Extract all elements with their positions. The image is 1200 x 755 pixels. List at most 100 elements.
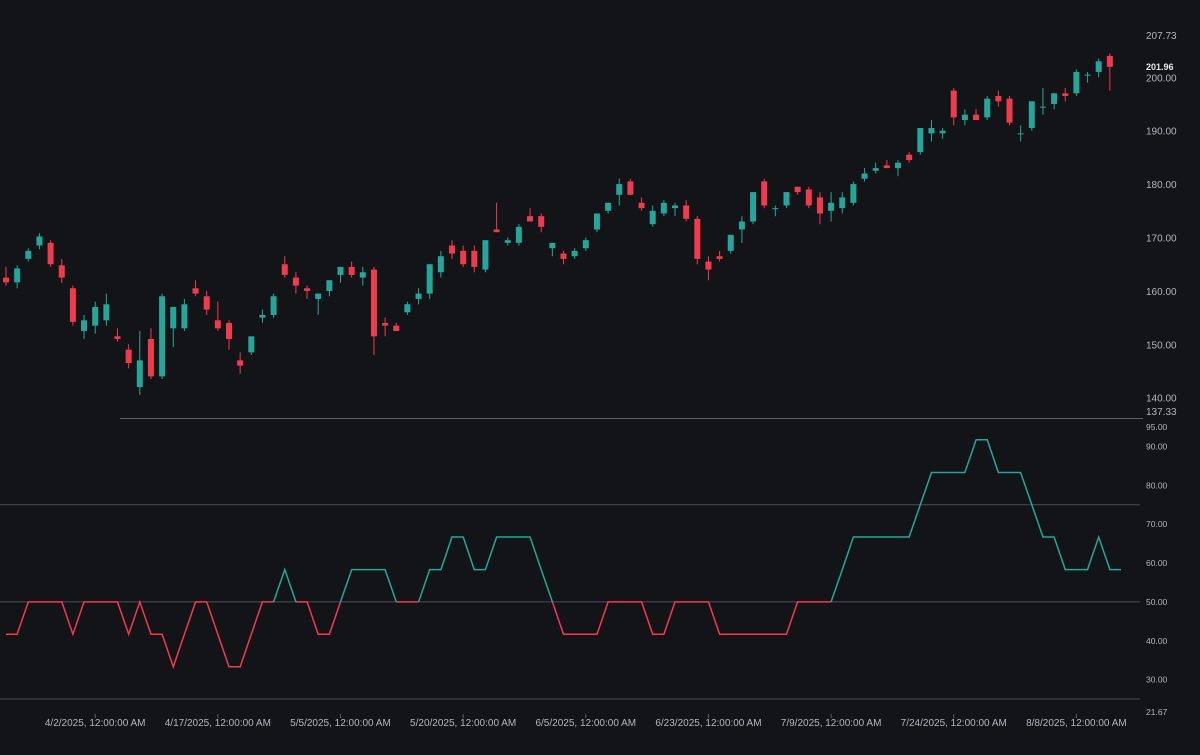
oscillator-tick-label: 30.00 <box>1146 675 1168 685</box>
candle-down <box>382 317 389 337</box>
candle-body <box>1006 98 1013 123</box>
candle-body <box>248 336 255 353</box>
candle-body <box>995 95 1002 102</box>
candle-up <box>571 248 578 259</box>
candle-up <box>437 250 444 278</box>
time-axis: 4/2/2025, 12:00:00 AM 4/17/2025, 12:00:00… <box>45 714 1127 729</box>
candle-body <box>460 250 467 265</box>
candle-body <box>872 168 879 171</box>
candle-down <box>805 186 812 209</box>
candle-body <box>136 360 143 388</box>
candle-body <box>92 306 99 326</box>
candle-body <box>81 320 88 331</box>
candle-down <box>125 344 132 369</box>
candle-down <box>560 250 567 265</box>
candle-up <box>1084 71 1091 83</box>
candle-body <box>627 181 634 195</box>
candle-down <box>883 160 890 169</box>
candle-down <box>114 328 121 342</box>
candle-up <box>482 240 489 273</box>
candle-body <box>1073 71 1080 94</box>
candle-body <box>348 266 355 275</box>
candle-body <box>571 250 578 257</box>
candle-body <box>326 280 333 291</box>
oscillator-max-label: 95.00 <box>1146 422 1168 432</box>
candle-down <box>69 285 76 326</box>
candle-body <box>1028 101 1035 129</box>
candle-body <box>493 229 500 233</box>
candle-down <box>292 272 299 294</box>
candle-down <box>1062 87 1069 102</box>
candle-body <box>504 240 511 243</box>
price-pane[interactable] <box>3 53 1143 419</box>
candle-down <box>761 178 768 209</box>
candle-up <box>315 293 322 315</box>
candle-body <box>750 192 757 222</box>
candle-body <box>359 272 366 278</box>
candle-up <box>1095 58 1102 78</box>
candle-body <box>794 186 801 193</box>
price-tick-label: 150.00 <box>1146 340 1177 351</box>
candle-body <box>961 114 968 121</box>
price-max-label: 207.73 <box>1146 31 1177 42</box>
oscillator-min-label: 21.67 <box>1146 707 1168 717</box>
candle-body <box>482 240 489 270</box>
candle-up <box>136 330 143 396</box>
candle-body <box>828 202 835 211</box>
candle-up <box>404 301 411 315</box>
candle-up <box>259 309 266 323</box>
candle-body <box>471 250 478 267</box>
candle-body <box>984 98 991 118</box>
candle-body <box>895 162 901 169</box>
oscillator-pane[interactable] <box>0 439 1140 700</box>
candle-down <box>705 256 712 281</box>
candle-body <box>649 210 656 225</box>
candle-up <box>326 280 333 297</box>
candle-down <box>638 197 645 211</box>
candle-body <box>3 277 9 283</box>
candle-up <box>1051 93 1058 110</box>
oscillator-line-up <box>272 567 297 603</box>
price-tick-label: 170.00 <box>1146 234 1177 245</box>
time-tick-label: 5/20/2025, 12:00:00 AM <box>410 718 516 729</box>
candle-down <box>694 216 701 265</box>
candle-body <box>939 130 946 134</box>
price-axis: 140.00 150.00 160.00 170.00 180.00 190.00 200.… <box>1146 31 1177 418</box>
candle-body <box>1039 106 1046 108</box>
oscillator-tick-label: 60.00 <box>1146 558 1168 568</box>
candle-body <box>917 128 924 153</box>
time-tick-label: 6/5/2025, 12:00:00 AM <box>535 718 636 729</box>
candle-up <box>1017 125 1024 142</box>
candle-up <box>1028 101 1035 131</box>
candle-down <box>192 280 199 297</box>
candle-body <box>727 234 734 251</box>
candle-up <box>36 233 43 250</box>
candle-body <box>1062 93 1069 96</box>
candle-body <box>315 293 322 299</box>
candle-body <box>973 114 980 121</box>
oscillator-tick-label: 80.00 <box>1146 480 1168 490</box>
candle-down <box>147 328 154 380</box>
candle-body <box>426 264 433 294</box>
candle-body <box>638 202 645 209</box>
candle-body <box>147 338 154 377</box>
candle-up <box>750 192 757 225</box>
oscillator-line-up <box>830 439 1121 603</box>
candle-body <box>404 304 411 313</box>
candle-up <box>961 109 968 126</box>
candle-down <box>203 290 210 315</box>
candle-body <box>660 202 667 214</box>
candle-body <box>25 250 32 259</box>
candle-down <box>47 240 54 267</box>
candle-up <box>181 298 188 331</box>
candle-body <box>14 268 21 283</box>
candle-body <box>605 202 612 211</box>
candle-up <box>872 162 879 174</box>
last-price-label: 201.96 <box>1146 62 1174 72</box>
candle-up <box>1039 87 1046 115</box>
candle-body <box>839 197 846 209</box>
candle-up <box>170 306 177 348</box>
candle-body <box>1106 55 1113 67</box>
